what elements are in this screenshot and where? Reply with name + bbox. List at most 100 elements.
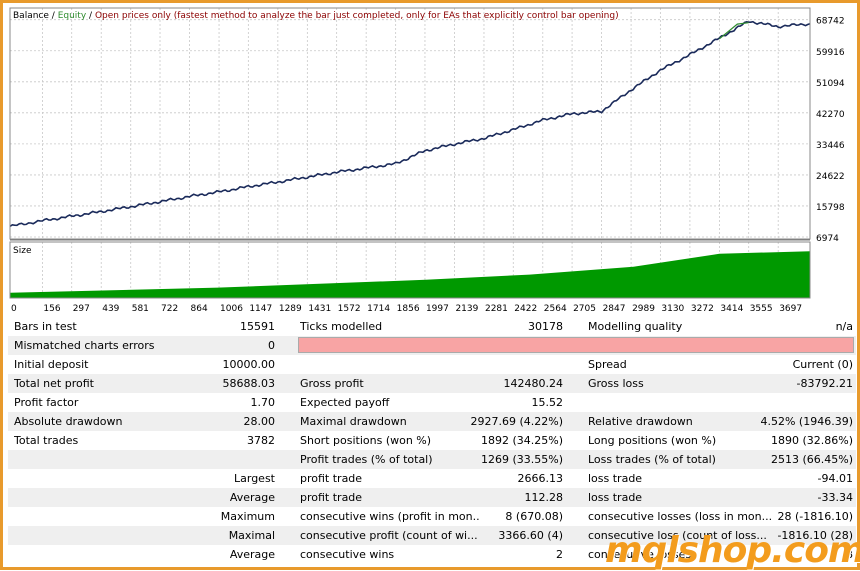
y-tick-label: 6974 <box>816 234 839 244</box>
stats-row-trades: Total trades 3782 Short positions (won %… <box>8 431 856 450</box>
x-tick-label: 0 <box>11 304 17 314</box>
stats-row-maximum: Maximum consecutive wins (profit in mon.… <box>8 507 856 526</box>
value-maximal-consecutive-profit: 3366.60 (4) <box>498 529 563 542</box>
x-tick-label: 3555 <box>750 304 773 314</box>
label-loss-trades: Loss trades (% of total) <box>588 453 716 466</box>
label-gross-profit: Gross profit <box>300 377 364 390</box>
stats-row-deposit: Initial deposit 10000.00 Spread Current … <box>8 355 856 374</box>
x-tick-label: 3272 <box>691 304 714 314</box>
stats-row-profit-trades: Profit trades (% of total) 1269 (33.55%)… <box>8 450 856 469</box>
label-initial-deposit: Initial deposit <box>14 358 89 371</box>
label-average-loss-trade: loss trade <box>588 491 643 504</box>
value-mismatched-errors: 0 <box>268 339 275 352</box>
value-initial-deposit: 10000.00 <box>222 358 276 371</box>
value-expected-payoff: 15.52 <box>531 396 564 409</box>
y-tick-label: 42270 <box>816 110 845 120</box>
value-relative-drawdown: 4.52% (1946.39) <box>760 415 853 428</box>
main-panel-border <box>9 7 811 240</box>
x-tick-label: 581 <box>132 304 149 314</box>
y-tick-label: 51094 <box>816 79 845 89</box>
stats-row-largest: Largest profit trade 2666.13 loss trade … <box>8 469 856 488</box>
value-max-consecutive-losses: 28 (-1816.10) <box>777 510 853 523</box>
x-axis-labels: 0 156 297 439 581 722 864 1006 1147 1289 1431 1572 1… <box>11 304 802 314</box>
balance-line <box>9 20 811 228</box>
x-tick-label: 1147 <box>249 304 272 314</box>
x-tick-label: 2847 <box>603 304 626 314</box>
label-modelling-quality: Modelling quality <box>588 320 683 333</box>
y-tick-label: 24622 <box>816 172 845 182</box>
x-tick-label: 1856 <box>397 304 420 314</box>
label-ticks-modelled: Ticks modelled <box>300 320 383 333</box>
label-maximal-consecutive-loss: consecutive loss (count of loss... <box>588 529 767 542</box>
value-short-positions: 1892 (34.25%) <box>480 434 563 447</box>
x-tick-label: 156 <box>43 304 60 314</box>
size-area <box>10 251 810 298</box>
label-short-positions: Short positions (won %) <box>300 434 432 447</box>
x-tick-label: 3130 <box>661 304 684 314</box>
chart-header: Balance / Equity / Open prices only (fas… <box>13 11 619 21</box>
label-maximal-consecutive-profit: consecutive profit (count of wi... <box>300 529 478 542</box>
label-profit-factor: Profit factor <box>14 396 79 409</box>
stats-row-maximal: Maximal consecutive profit (count of wi.… <box>8 526 856 545</box>
stats-row-average: Average profit trade 112.28 loss trade -… <box>8 488 856 507</box>
label-max-consecutive-wins: consecutive wins (profit in mon... <box>300 510 480 523</box>
label-average-consecutive-losses: consecutive losses <box>588 548 692 561</box>
value-absolute-drawdown: 28.00 <box>243 415 276 428</box>
backtest-chart: 687425991651094422703344624622157986974 … <box>8 6 854 317</box>
value-total-trades: 3782 <box>247 434 275 447</box>
value-average-consecutive-wins: 2 <box>556 548 563 561</box>
x-tick-label: 2989 <box>632 304 655 314</box>
size-label: Size <box>13 246 32 256</box>
label-long-positions: Long positions (won %) <box>588 434 717 447</box>
value-maximal-consecutive-loss: -1816.10 (28) <box>777 529 853 542</box>
x-tick-label: 2281 <box>485 304 508 314</box>
label-mismatched-errors: Mismatched charts errors <box>14 339 155 352</box>
value-long-positions: 1890 (32.86%) <box>770 434 853 447</box>
label-expected-payoff: Expected payoff <box>300 396 390 409</box>
label-bars-in-test: Bars in test <box>14 320 77 333</box>
x-tick-label: 2564 <box>544 304 567 314</box>
label-largest-loss-trade: loss trade <box>588 472 643 485</box>
value-profit-factor: 1.70 <box>250 396 276 409</box>
x-tick-label: 1714 <box>367 304 390 314</box>
x-tick-label: 439 <box>102 304 119 314</box>
label-average: Average <box>229 491 275 504</box>
x-tick-label: 2422 <box>514 304 537 314</box>
label-profit-trades: Profit trades (% of total) <box>300 453 433 466</box>
chart-grid <box>9 8 810 239</box>
stats-row-mismatched: Mismatched charts errors 0 <box>8 336 856 355</box>
size-panel-border <box>9 241 811 299</box>
value-max-consecutive-wins: 8 (670.08) <box>505 510 563 523</box>
label-largest: Largest <box>234 472 275 485</box>
label-average-consecutive: Average <box>229 548 275 561</box>
value-total-net-profit: 58688.03 <box>222 377 276 390</box>
value-average-consecutive-losses: 8 <box>846 548 853 561</box>
label-total-net-profit: Total net profit <box>14 377 94 390</box>
stats-row-average-consecutive: Average consecutive wins 2 consecutive l… <box>8 545 856 564</box>
label-relative-drawdown: Relative drawdown <box>588 415 693 428</box>
label-gross-loss: Gross loss <box>588 377 644 390</box>
value-bars-in-test: 15591 <box>240 320 275 333</box>
value-largest-loss-trade: -94.01 <box>817 472 853 485</box>
label-average-consecutive-wins: consecutive wins <box>300 548 395 561</box>
x-tick-label: 722 <box>161 304 178 314</box>
label-average-profit-trade: profit trade <box>300 491 363 504</box>
label-absolute-drawdown: Absolute drawdown <box>14 415 123 428</box>
x-tick-label: 3697 <box>779 304 802 314</box>
x-tick-label: 1289 <box>279 304 302 314</box>
value-average-profit-trade: 112.28 <box>524 491 564 504</box>
value-maximal-drawdown: 2927.69 (4.22%) <box>470 415 563 428</box>
x-tick-label: 297 <box>73 304 90 314</box>
stats-row-bars: Bars in test 15591 Ticks modelled 30178 … <box>8 317 856 336</box>
value-gross-profit: 142480.24 <box>503 377 564 390</box>
x-tick-label: 1997 <box>426 304 449 314</box>
y-tick-label: 15798 <box>816 203 845 213</box>
label-total-trades: Total trades <box>14 434 79 447</box>
y-tick-label: 33446 <box>816 141 845 151</box>
stats-row-profit-factor: Profit factor 1.70 Expected payoff 15.52 <box>8 393 856 412</box>
value-ticks-modelled: 30178 <box>528 320 563 333</box>
label-largest-profit-trade: profit trade <box>300 472 363 485</box>
stats-row-net-profit: Total net profit 58688.03 Gross profit 1… <box>8 374 856 393</box>
x-tick-label: 2705 <box>573 304 596 314</box>
